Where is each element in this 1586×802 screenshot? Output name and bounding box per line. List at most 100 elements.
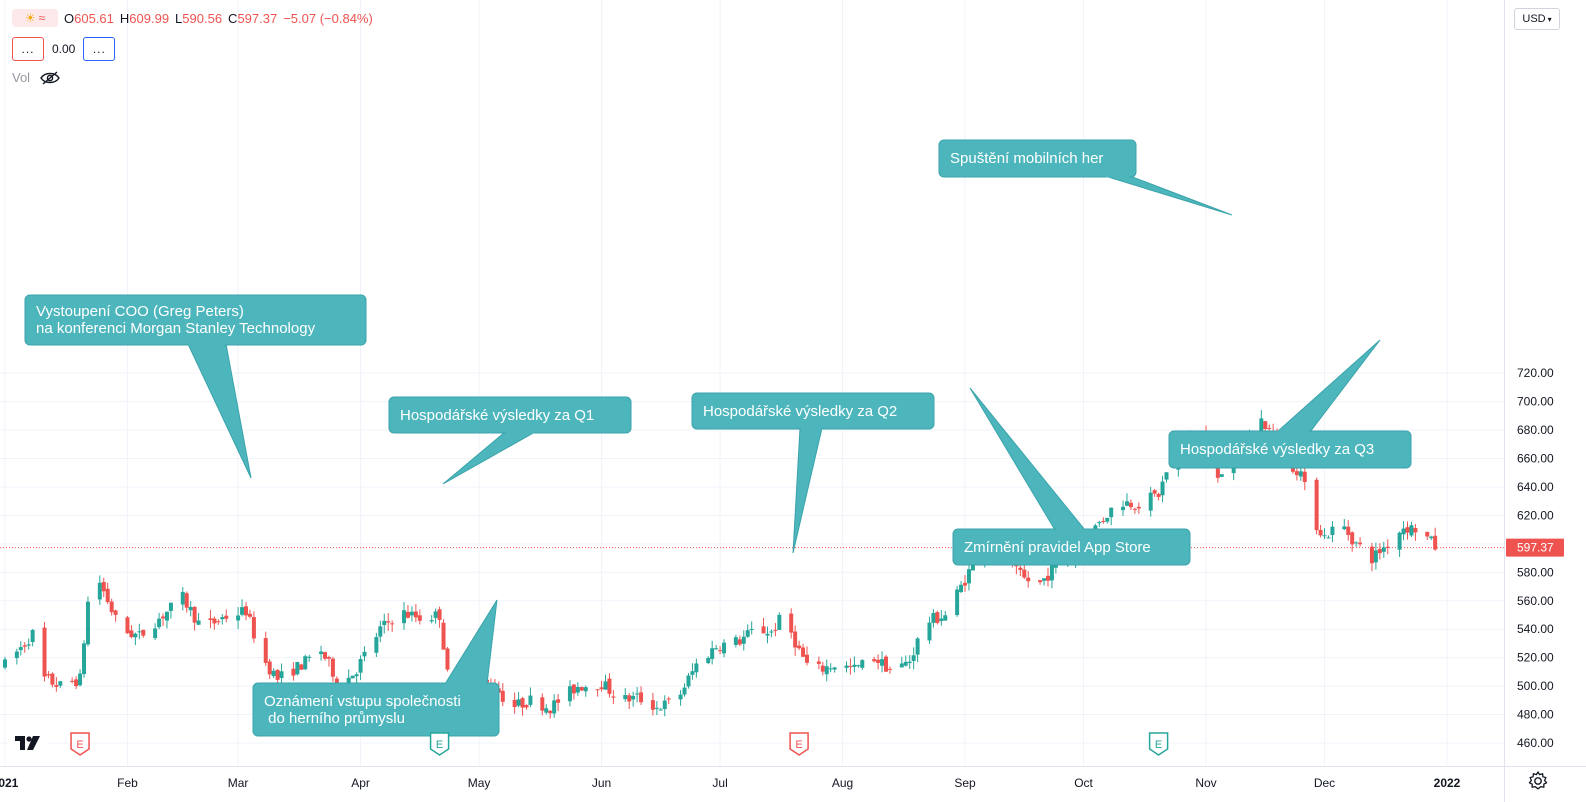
candle-body [852, 664, 857, 667]
candle-body [279, 671, 284, 679]
candle [153, 623, 158, 641]
candle-body [14, 651, 19, 659]
candle-body [828, 668, 833, 670]
candle-body [78, 673, 83, 686]
candle [1097, 520, 1102, 527]
candle [706, 656, 711, 665]
indicator-input-button[interactable]: ... [12, 37, 44, 61]
y-tick-label: 680.00 [1517, 423, 1554, 437]
candle-body [382, 620, 387, 626]
y-tick-label: 500.00 [1517, 679, 1554, 693]
candle [354, 672, 359, 685]
candle [1346, 520, 1351, 541]
candle [220, 614, 225, 625]
candle [777, 612, 782, 631]
candle-body [682, 687, 687, 695]
candle [1326, 535, 1331, 539]
candle-body [887, 668, 892, 670]
candle [686, 672, 691, 689]
candle [1215, 467, 1220, 483]
candle-body [50, 673, 55, 685]
candle [251, 611, 256, 643]
candle-body [240, 607, 245, 615]
candle [710, 640, 715, 665]
low-value: 590.56 [182, 10, 223, 26]
candle [856, 664, 861, 668]
candle-body [251, 617, 256, 639]
candle-body [718, 650, 723, 652]
eye-hidden-icon[interactable] [40, 70, 60, 85]
candle [1354, 541, 1359, 547]
x-tick-label: Sep [954, 776, 976, 790]
candle [567, 680, 572, 707]
candle [749, 621, 754, 635]
candle-body [737, 639, 742, 645]
candle-body [82, 643, 87, 675]
candle [804, 646, 809, 666]
candle [433, 608, 438, 624]
candle-body [299, 664, 304, 670]
candle-body [413, 611, 418, 618]
last-price-badge [1506, 538, 1564, 557]
candle [413, 604, 418, 623]
candle [666, 696, 671, 704]
currency-selector[interactable]: USD ▾ [1514, 8, 1560, 30]
chevron-down-icon: ▾ [1547, 14, 1552, 24]
candle [1385, 539, 1390, 555]
candle-body [832, 667, 837, 670]
candle [30, 628, 35, 647]
candle-body [690, 671, 695, 675]
candle-body [70, 680, 75, 682]
candle-body [939, 618, 944, 621]
candle-body [567, 686, 572, 702]
candle [1124, 493, 1129, 507]
candle [267, 658, 272, 680]
candle-body [1045, 575, 1050, 581]
candle [358, 655, 363, 680]
candle [528, 687, 533, 708]
callout-box [938, 139, 1137, 178]
candle [243, 602, 248, 621]
y-tick-label: 460.00 [1517, 736, 1554, 750]
candle-body [445, 648, 450, 670]
callout [952, 387, 1191, 566]
y-tick-label: 560.00 [1517, 594, 1554, 608]
symbol-badge[interactable]: ☀ ≈ [12, 9, 58, 27]
tradingview-logo-icon[interactable] [8, 728, 48, 758]
candle [133, 632, 138, 646]
candle [1298, 468, 1303, 481]
currency-label: USD [1522, 13, 1546, 25]
candle [1164, 472, 1169, 483]
candle-body [966, 569, 971, 584]
candle [1409, 521, 1414, 538]
candle [196, 612, 201, 626]
candle-body [1342, 526, 1347, 530]
candle [907, 655, 912, 669]
candle-body [153, 628, 158, 639]
candle [880, 651, 885, 673]
candle [188, 600, 193, 617]
candle-body [405, 611, 410, 618]
candle [876, 654, 881, 670]
gear-icon[interactable] [1527, 770, 1549, 792]
candle-body [1302, 471, 1307, 482]
x-tick-label: Dec [1314, 776, 1335, 790]
candle-body [583, 687, 588, 692]
candle-body [658, 709, 663, 711]
callout [388, 396, 632, 485]
candle [1429, 535, 1434, 541]
candle [654, 701, 659, 716]
candle-body [354, 674, 359, 677]
change-value: −5.07 (−0.84%) [283, 10, 373, 26]
candle [556, 694, 561, 712]
y-tick-label: 660.00 [1517, 452, 1554, 466]
candle [611, 690, 616, 705]
y-tick-label: 640.00 [1517, 480, 1554, 494]
candle-body [1105, 517, 1110, 522]
candle [346, 669, 351, 685]
candle-body [196, 620, 201, 625]
candle-body [275, 669, 280, 680]
candle [82, 640, 87, 678]
indicator-settings-button[interactable]: ... [83, 37, 116, 61]
